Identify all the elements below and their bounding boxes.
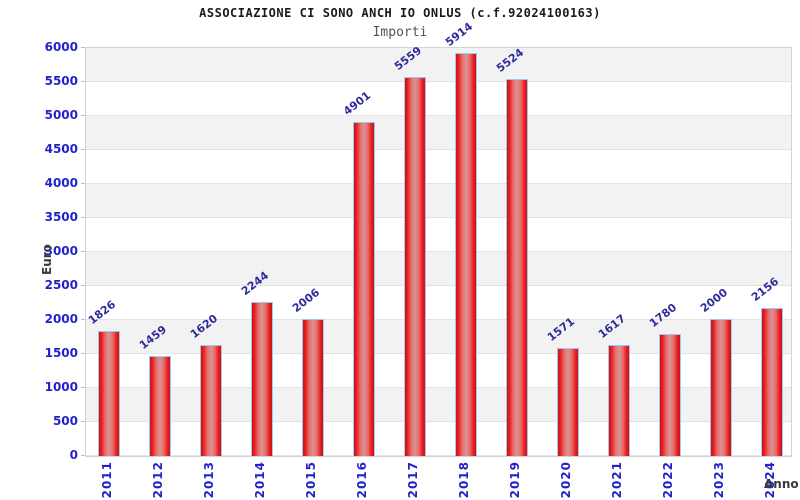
bar [506,79,528,456]
x-tick-label: 2017 [406,461,420,499]
bar-value-label: 1780 [646,300,680,330]
bar-value-label: 1826 [85,297,119,327]
bar [353,122,375,456]
chart-title: ASSOCIAZIONE CI SONO ANCH IO ONLUS (c.f.… [199,6,601,20]
x-axis-title: Anno [764,477,799,491]
y-tick-mark [81,217,85,218]
x-tick-label: 2011 [100,461,114,499]
plot-area: 1826 1459 1620 2244 2006 4901 5559 5914 5524 1571… [85,20,792,457]
x-tick-label: 2013 [202,461,216,499]
bar [251,302,273,456]
bar-value-label: 1620 [187,311,221,341]
y-tick-label: 3000 [44,244,78,258]
bar-value-label: 2006 [289,285,323,315]
y-tick-mark [81,47,85,48]
bar-value-label: 4901 [340,88,374,118]
x-tick-label: 2019 [508,461,522,499]
bar-value-label: 5559 [391,43,425,73]
bar [608,345,630,456]
y-tick-mark [81,149,85,150]
y-axis-title: Euro [40,244,54,275]
y-tick-label: 0 [69,448,78,462]
x-tick-label: 2014 [253,461,267,499]
y-tick-label: 4000 [44,176,78,190]
y-tick-mark [81,285,85,286]
x-tick-label: 2020 [559,461,573,499]
bar [404,77,426,456]
bar [557,348,579,456]
y-tick-label: 2000 [44,312,78,326]
chart-subtitle: Importi [372,25,428,40]
bar-value-label: 2000 [697,285,731,315]
y-tick-label: 500 [52,414,78,428]
x-tick-label: 2012 [151,461,165,499]
x-tick-label: 2022 [661,461,675,499]
bar [710,319,732,456]
bar-value-label: 2156 [748,274,782,304]
y-tick-label: 1000 [44,380,78,394]
bar-value-label: 5524 [493,45,527,75]
bar [98,331,120,456]
y-tick-label: 3500 [44,210,78,224]
x-tick-label: 2016 [355,461,369,499]
bar-value-label: 1459 [136,322,170,352]
y-tick-mark [81,115,85,116]
y-tick-mark [81,183,85,184]
bar-value-label: 1571 [544,314,578,344]
x-tick-label: 2021 [610,461,624,499]
bar [149,356,171,456]
y-tick-mark [81,81,85,82]
y-tick-label: 6000 [44,40,78,54]
y-tick-mark [81,353,85,354]
y-tick-mark [81,387,85,388]
bar [659,334,681,456]
bar [455,53,477,456]
y-tick-mark [81,421,85,422]
bar-value-label: 1617 [595,311,629,341]
bar [302,319,324,456]
y-tick-label: 4500 [44,142,78,156]
y-tick-label: 5000 [44,108,78,122]
y-tick-mark [81,319,85,320]
y-tick-label: 1500 [44,346,78,360]
bar-value-label: 2244 [238,268,272,298]
bar [761,308,783,456]
x-tick-label: 2023 [712,461,726,499]
y-tick-mark [81,251,85,252]
x-tick-label: 2018 [457,461,471,499]
x-tick-label: 2015 [304,461,318,499]
y-tick-label: 2500 [44,278,78,292]
y-tick-label: 5500 [44,74,78,88]
bar [200,345,222,456]
y-tick-mark [81,455,85,456]
